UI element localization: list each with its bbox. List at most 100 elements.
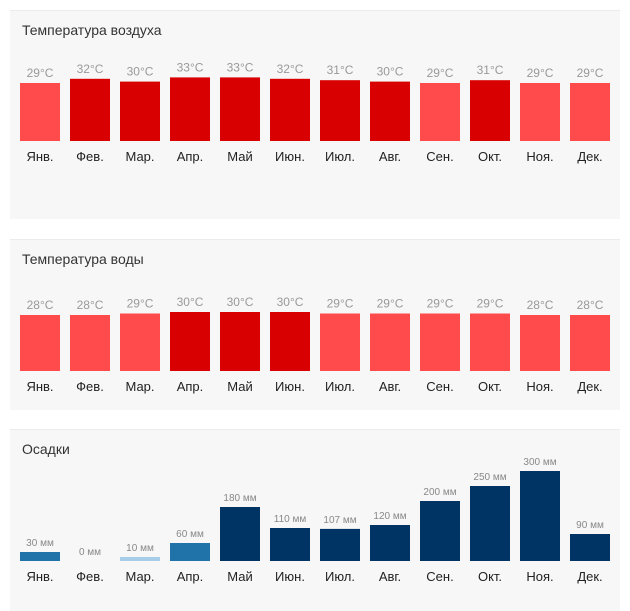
- air-bar-1: [20, 83, 60, 141]
- air-month-label-11: Ноя.: [526, 149, 553, 164]
- rain-month-label-11: Ноя.: [526, 569, 553, 584]
- water-bar-8: [370, 313, 410, 371]
- air-value-label-6: 32°C: [277, 62, 304, 76]
- rain-value-label-8: 120 мм: [373, 511, 406, 522]
- rain-month-label-12: Дек.: [577, 569, 602, 584]
- air-month-label-3: Мар.: [125, 149, 154, 164]
- water-value-label-11: 28°C: [527, 298, 554, 312]
- water-month-label-1: Янв.: [26, 379, 53, 394]
- water-bar-4: [170, 312, 210, 371]
- water-temperature-panel: Температура воды 28°C Янв. 28°C Фев. 29°C Мар…: [10, 239, 620, 410]
- water-month-label-10: Окт.: [478, 379, 502, 394]
- air-value-label-5: 33°C: [227, 60, 254, 74]
- water-value-label-4: 30°C: [177, 295, 204, 309]
- rain-month-label-5: Май: [227, 569, 252, 584]
- air-month-label-6: Июн.: [275, 149, 305, 164]
- water-month-label-4: Апр.: [177, 379, 204, 394]
- air-bar-6: [270, 78, 310, 141]
- rain-value-label-12: 90 мм: [576, 520, 604, 531]
- water-month-label-7: Июл.: [325, 379, 355, 394]
- rain-month-label-4: Апр.: [177, 569, 204, 584]
- water-value-label-8: 29°C: [377, 297, 404, 311]
- water-month-label-11: Ноя.: [526, 379, 553, 394]
- rain-bar-10: [470, 486, 510, 561]
- air-value-label-4: 33°C: [177, 60, 204, 74]
- water-bar-2: [70, 315, 110, 371]
- precipitation-panel: Осадки 30 мм Янв. 0 мм Фев. 10 мм Мар. 60 мм Ап…: [10, 429, 620, 611]
- rain-value-label-5: 180 мм: [223, 493, 256, 504]
- air-month-label-9: Сен.: [426, 149, 453, 164]
- rain-value-label-2: 0 мм: [79, 547, 101, 558]
- water-value-label-3: 29°C: [127, 297, 154, 311]
- water-value-label-9: 29°C: [427, 297, 454, 311]
- air-value-label-12: 29°C: [577, 66, 604, 80]
- rain-bar-4: [170, 543, 210, 561]
- air-bar-7: [320, 80, 360, 141]
- water-bar-11: [520, 315, 560, 371]
- water-month-label-3: Мар.: [125, 379, 154, 394]
- rain-value-label-11: 300 мм: [523, 457, 556, 468]
- rain-month-label-8: Авг.: [379, 569, 401, 584]
- air-month-label-10: Окт.: [478, 149, 502, 164]
- rain-bar-11: [520, 471, 560, 561]
- air-bar-11: [520, 83, 560, 141]
- rain-value-label-10: 250 мм: [473, 472, 506, 483]
- water-month-label-5: Май: [227, 379, 252, 394]
- precipitation-title: Осадки: [22, 441, 70, 457]
- rain-bar-5: [220, 507, 260, 561]
- rain-month-label-10: Окт.: [478, 569, 502, 584]
- air-bar-5: [220, 77, 260, 141]
- rain-bar-8: [370, 525, 410, 561]
- water-value-label-12: 28°C: [577, 298, 604, 312]
- rain-bar-12: [570, 534, 610, 561]
- water-temperature-title: Температура воды: [22, 251, 144, 267]
- air-month-label-12: Дек.: [577, 149, 602, 164]
- water-value-label-10: 29°C: [477, 297, 504, 311]
- water-value-label-2: 28°C: [77, 298, 104, 312]
- rain-value-label-9: 200 мм: [423, 487, 456, 498]
- air-bar-2: [70, 78, 110, 141]
- rain-month-label-7: Июл.: [325, 569, 355, 584]
- air-value-label-7: 31°C: [327, 63, 354, 77]
- air-value-label-11: 29°C: [527, 66, 554, 80]
- rain-value-label-7: 107 мм: [323, 515, 356, 526]
- air-temperature-chart: 29°C Янв. 32°C Фев. 30°C Мар. 33°C Апр. 33°C Май 3…: [20, 60, 610, 164]
- rain-month-label-6: Июн.: [275, 569, 305, 584]
- water-bar-7: [320, 313, 360, 371]
- air-value-label-1: 29°C: [27, 66, 54, 80]
- water-bar-1: [20, 315, 60, 371]
- rain-bar-3: [120, 557, 160, 561]
- precipitation-chart: 30 мм Янв. 0 мм Фев. 10 мм Мар. 60 мм Апр. 180 м…: [20, 457, 610, 584]
- rain-month-label-3: Мар.: [125, 569, 154, 584]
- rain-bar-1: [20, 552, 60, 561]
- air-value-label-8: 30°C: [377, 65, 404, 79]
- water-month-label-12: Дек.: [577, 379, 602, 394]
- air-bar-3: [120, 81, 160, 141]
- water-bar-9: [420, 313, 460, 371]
- air-month-label-1: Янв.: [26, 149, 53, 164]
- rain-month-label-1: Янв.: [26, 569, 53, 584]
- air-bar-4: [170, 77, 210, 141]
- air-bar-8: [370, 81, 410, 141]
- rain-value-label-4: 60 мм: [176, 529, 204, 540]
- air-bar-12: [570, 83, 610, 141]
- water-bar-10: [470, 313, 510, 371]
- water-bar-5: [220, 312, 260, 371]
- rain-month-label-2: Фев.: [76, 569, 104, 584]
- water-value-label-1: 28°C: [27, 298, 54, 312]
- rain-month-label-9: Сен.: [426, 569, 453, 584]
- air-month-label-8: Авг.: [379, 149, 401, 164]
- water-bar-12: [570, 315, 610, 371]
- air-value-label-3: 30°C: [127, 65, 154, 79]
- rain-bar-9: [420, 501, 460, 561]
- air-month-label-4: Апр.: [177, 149, 204, 164]
- water-bar-3: [120, 313, 160, 371]
- rain-value-label-3: 10 мм: [126, 543, 154, 554]
- water-month-label-6: Июн.: [275, 379, 305, 394]
- water-value-label-5: 30°C: [227, 295, 254, 309]
- air-month-label-2: Фев.: [76, 149, 104, 164]
- air-temperature-panel: Температура воздуха 29°C Янв. 32°C Фев. 30°C…: [10, 10, 620, 219]
- rain-bar-6: [270, 528, 310, 561]
- air-bar-9: [420, 83, 460, 141]
- water-month-label-9: Сен.: [426, 379, 453, 394]
